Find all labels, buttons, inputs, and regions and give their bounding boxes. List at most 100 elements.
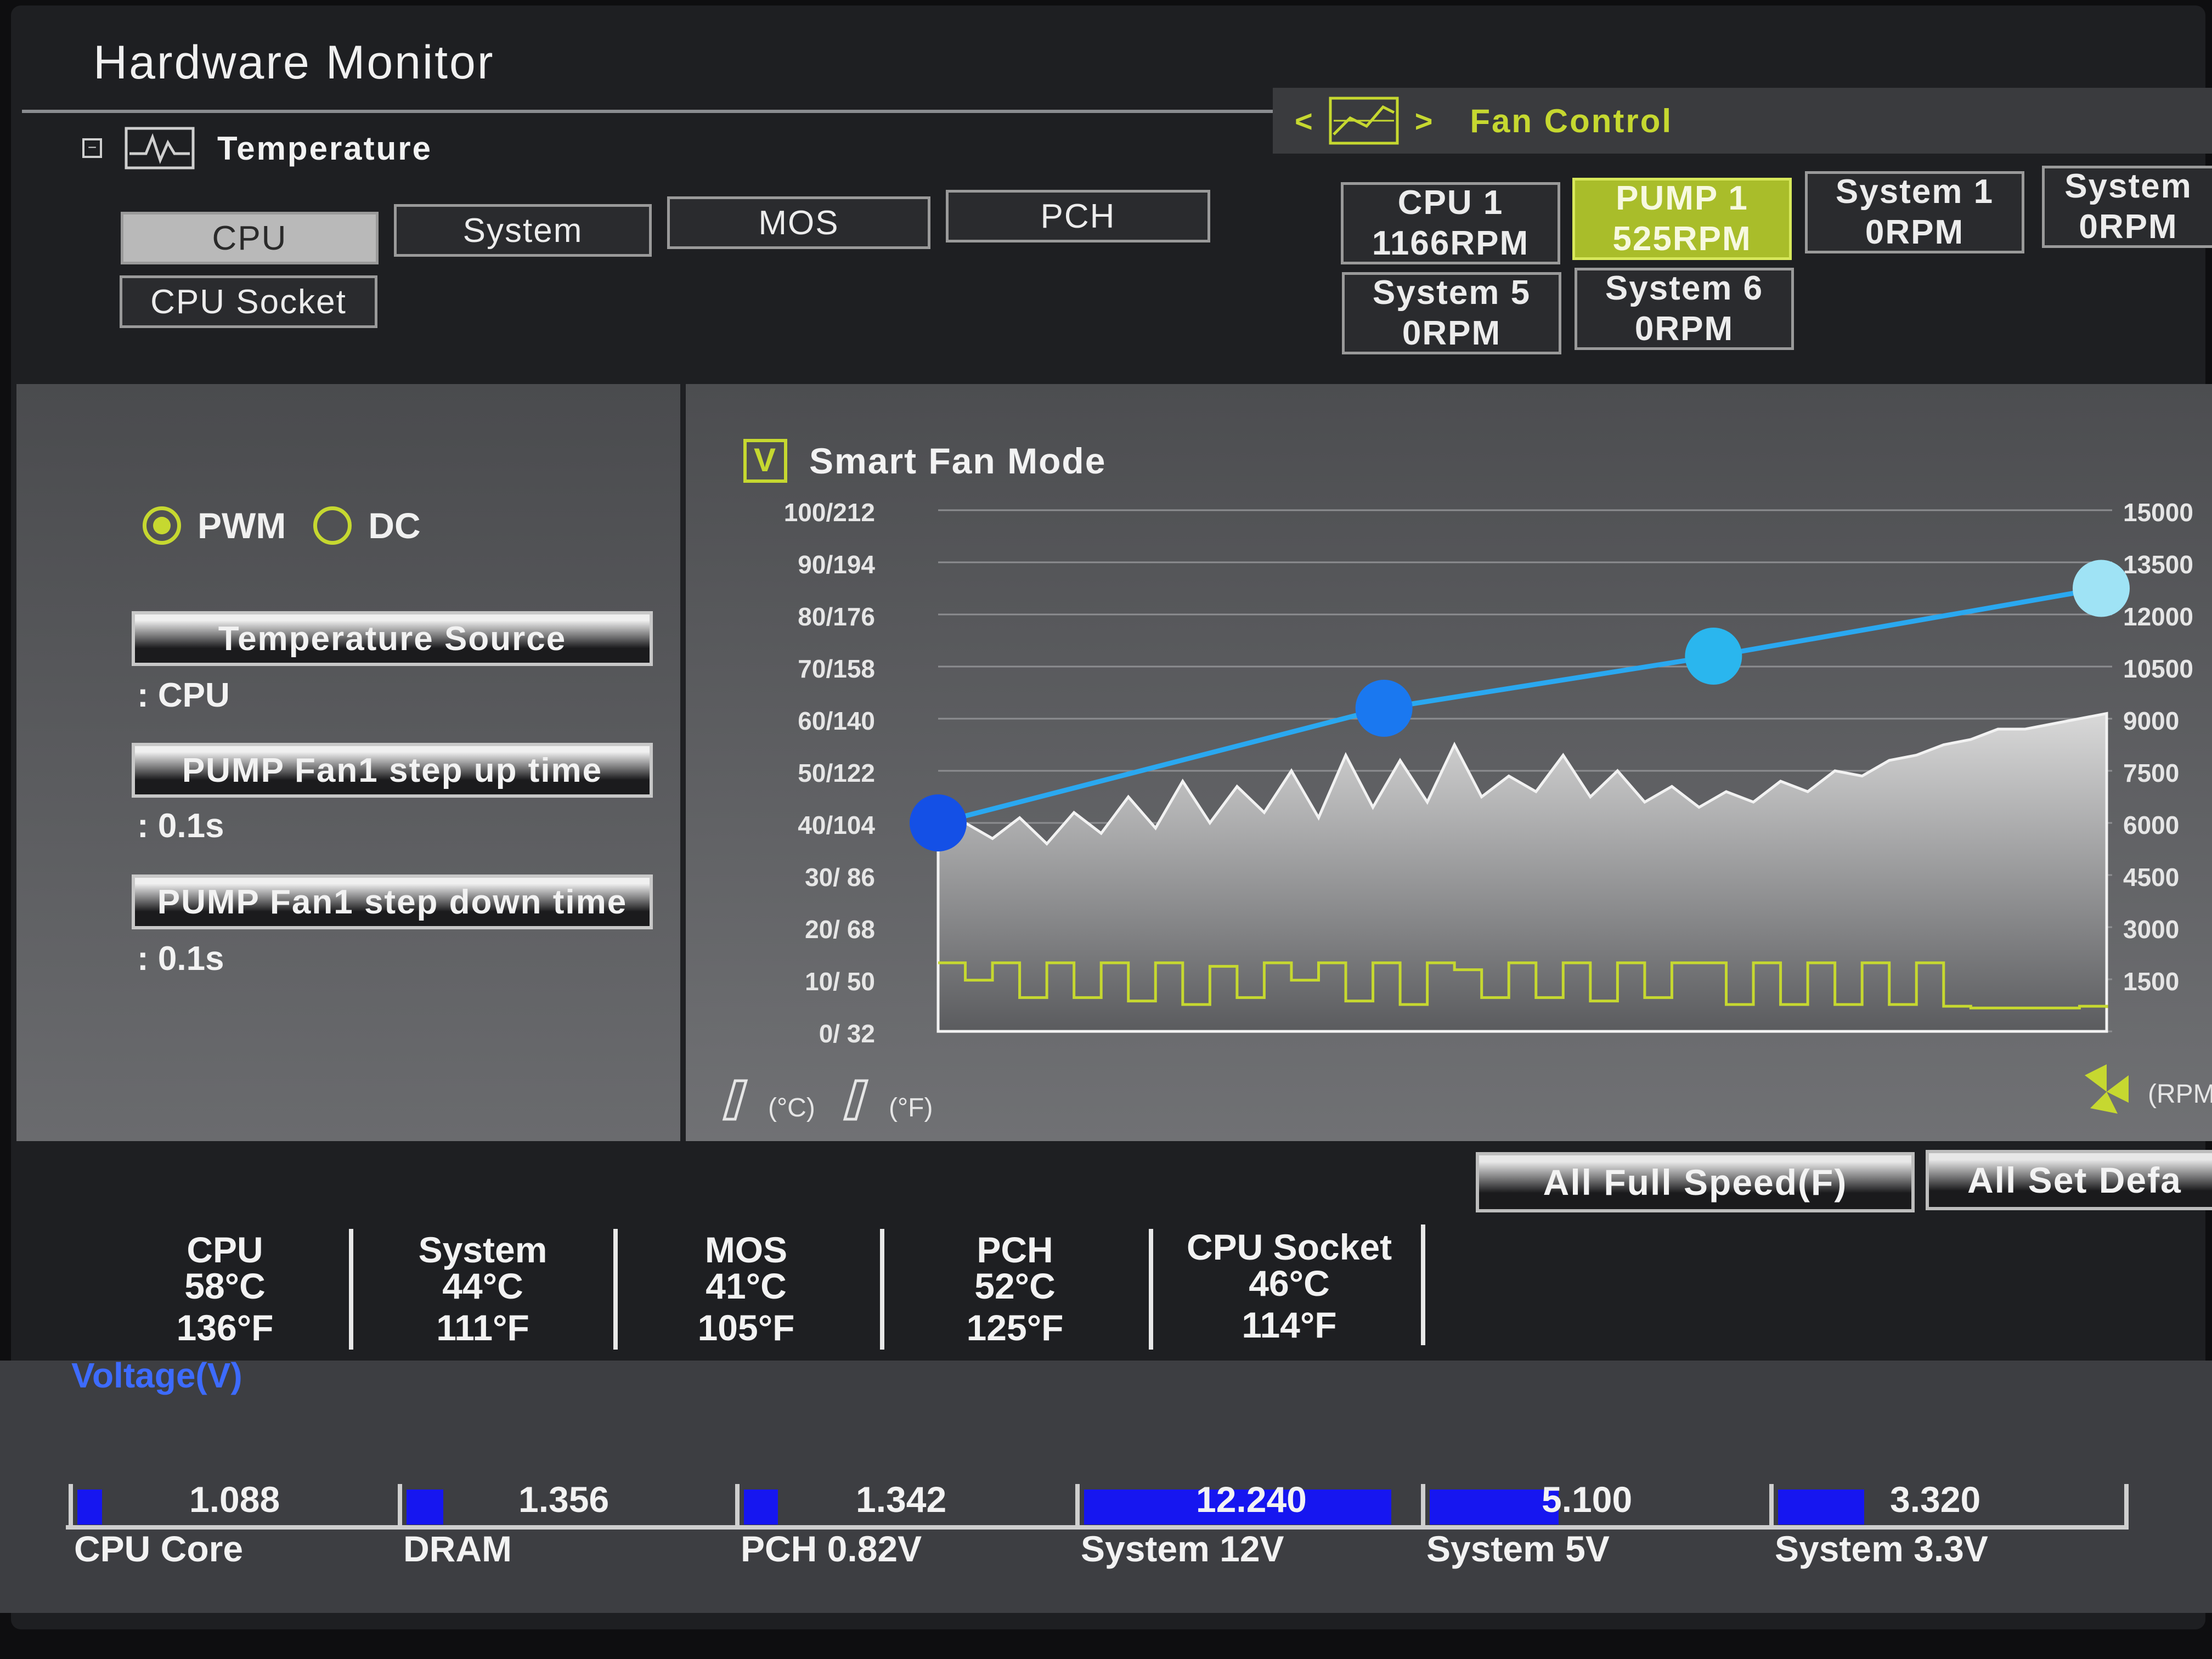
fan-curve-point[interactable] (1685, 628, 1742, 685)
left-tick-label: 90/194 (798, 550, 875, 579)
fahrenheit-label: (°F) (889, 1093, 933, 1122)
fan-system6-button[interactable]: System 6 0RPM (1575, 268, 1794, 350)
smart-fan-label: Smart Fan Mode (809, 441, 1107, 481)
voltage-value: 5.100 (1542, 1479, 1633, 1520)
temperature-section-header: − Temperature (82, 126, 432, 170)
temperature-history-area (936, 712, 2108, 1033)
rpm-label: (RPM) (2148, 1080, 2212, 1109)
right-tick-label: 7500 (2123, 759, 2179, 787)
right-tick-label: 6000 (2123, 811, 2179, 839)
fan-name: System 6 (1605, 269, 1764, 307)
voltage-tick (398, 1484, 402, 1528)
fan-curve-point[interactable] (2073, 560, 2130, 617)
fan-curve-icon (1329, 97, 1399, 145)
left-tick-label: 60/140 (798, 707, 875, 735)
sensor-name: System (418, 1229, 548, 1270)
sensor-celsius: 58°C (184, 1266, 266, 1306)
next-chevron-icon[interactable]: > (1414, 103, 1433, 138)
temperature-source-value: : CPU (137, 676, 230, 714)
sensor-name: CPU (187, 1229, 263, 1270)
temperature-label: Temperature (217, 129, 433, 167)
sensor-divider (349, 1229, 353, 1350)
temperature-graph-icon (125, 127, 195, 170)
celsius-label: (°C) (768, 1093, 815, 1122)
sensor-celsius: 46°C (1249, 1263, 1330, 1304)
fan-mode-selector: PWM DC (143, 505, 421, 546)
sensor-fahrenheit: 111°F (436, 1307, 529, 1348)
tab-pch[interactable]: PCH (946, 190, 1210, 242)
right-tick-label: 9000 (2123, 707, 2179, 735)
collapse-icon[interactable]: − (82, 138, 102, 158)
right-tick-label: 3000 (2123, 915, 2179, 944)
sensor-fahrenheit: 136°F (176, 1307, 274, 1348)
tab-cpu-socket[interactable]: CPU Socket (120, 275, 377, 328)
left-tick-label: 40/104 (798, 811, 875, 839)
fan-rpm: 0RPM (1634, 310, 1734, 348)
voltage-level-bar (1778, 1489, 1864, 1525)
right-tick-label: 13500 (2123, 550, 2193, 579)
voltage-name: CPU Core (74, 1528, 244, 1569)
sensor-celsius: 41°C (706, 1266, 787, 1306)
left-tick-label: 0/ 32 (819, 1019, 875, 1048)
tab-cpu[interactable]: CPU (121, 212, 379, 264)
all-full-speed-button[interactable]: All Full Speed(F) (1476, 1152, 1915, 1212)
fan-rpm: 525RPM (1612, 220, 1752, 258)
voltage-level-bar (1084, 1489, 1391, 1525)
sensor-divider (1421, 1224, 1425, 1345)
sensor-name: MOS (704, 1229, 788, 1270)
sensor-fahrenheit: 105°F (697, 1307, 795, 1348)
voltage-end-tick (2124, 1484, 2129, 1528)
tab-mos[interactable]: MOS (667, 196, 930, 249)
voltage-value: 12.240 (1196, 1479, 1307, 1520)
fan-system-button[interactable]: System 0RPM (2042, 166, 2212, 248)
all-set-default-button[interactable]: All Set Defa (1926, 1150, 2212, 1210)
fan-name: System (2064, 167, 2192, 205)
fan-curve-point[interactable] (1355, 680, 1413, 737)
temperature-source-button[interactable]: Temperature Source (132, 611, 653, 666)
smart-fan-checkbox[interactable]: V (743, 439, 787, 483)
sensor-fahrenheit: 114°F (1242, 1305, 1337, 1345)
tab-system[interactable]: System (394, 204, 652, 257)
step-down-time-button[interactable]: PUMP Fan1 step down time (132, 874, 653, 929)
sensor-divider (613, 1229, 618, 1350)
pwm-radio[interactable] (143, 506, 181, 545)
sensor-cpu: CPU 58°C 136°F (143, 1232, 307, 1346)
step-up-time-button[interactable]: PUMP Fan1 step up time (132, 743, 653, 798)
fan-rpm: 0RPM (2079, 208, 2178, 246)
fan-pump1-button[interactable]: PUMP 1 525RPM (1572, 178, 1792, 260)
voltage-value: 3.320 (1890, 1479, 1981, 1520)
voltage-name: DRAM (403, 1528, 512, 1569)
sensor-celsius: 52°C (974, 1266, 1056, 1306)
voltage-tick (1075, 1484, 1080, 1528)
step-down-time-value: : 0.1s (137, 940, 224, 978)
fan-system5-button[interactable]: System 5 0RPM (1342, 272, 1561, 354)
voltage-baseline (66, 1525, 2129, 1530)
sensor-divider (1149, 1229, 1153, 1350)
left-tick-label: 30/ 86 (805, 863, 875, 891)
fan-curve-chart[interactable]: 100/212 90/194 80/176 70/158 60/140 50/122 40/… (0, 0, 2212, 1163)
sensor-celsius: 44°C (442, 1266, 523, 1306)
fan-system1-button[interactable]: System 1 0RPM (1805, 171, 2024, 253)
left-tick-label: 70/158 (798, 654, 875, 683)
voltage-tick (69, 1484, 73, 1528)
sensor-fahrenheit: 125°F (966, 1307, 1064, 1348)
sensor-cpu-socket: CPU Socket 46°C 114°F (1163, 1229, 1415, 1343)
left-tick-label: 80/176 (798, 602, 875, 631)
fan-name: PUMP 1 (1616, 179, 1748, 217)
voltage-name: PCH 0.82V (741, 1528, 922, 1569)
voltage-name: System 3.3V (1775, 1528, 1988, 1569)
right-tick-label: 15000 (2123, 498, 2193, 527)
fan-name: System 1 (1835, 173, 1994, 211)
voltage-value: 1.342 (856, 1479, 947, 1520)
fan-rpm: 0RPM (1402, 314, 1502, 352)
right-tick-label: 1500 (2123, 967, 2179, 996)
dc-radio[interactable] (313, 506, 352, 545)
fan-control-header: < > Fan Control (1273, 88, 2212, 154)
right-tick-label: 10500 (2123, 654, 2193, 683)
dc-label: DC (368, 505, 421, 546)
prev-chevron-icon[interactable]: < (1295, 103, 1313, 138)
voltage-name: System 5V (1426, 1528, 1610, 1569)
page-title: Hardware Monitor (93, 36, 495, 89)
fan-cpu1-button[interactable]: CPU 1 1166RPM (1341, 182, 1560, 264)
fan-curve-point[interactable] (910, 794, 967, 851)
